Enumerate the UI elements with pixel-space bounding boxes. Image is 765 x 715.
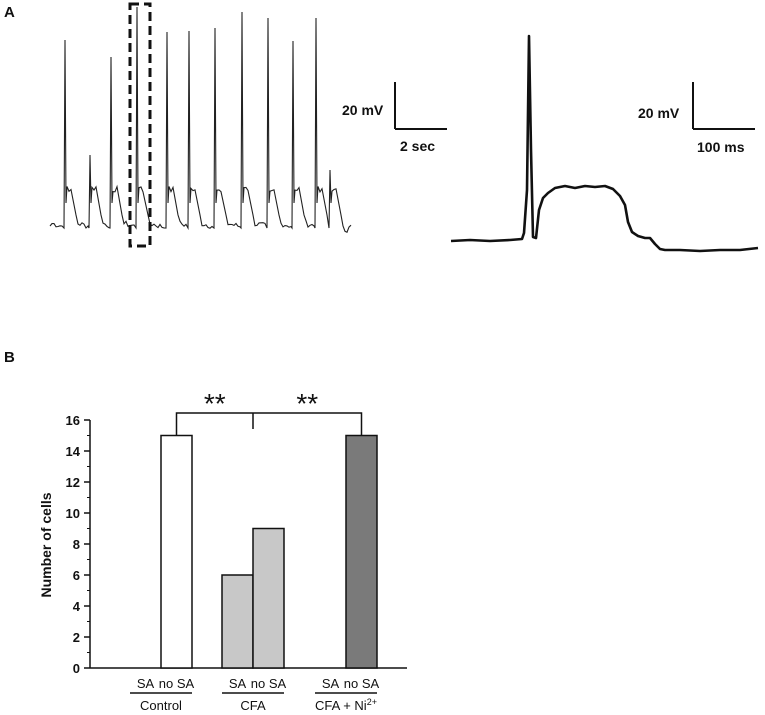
y-tick-label: 2 [73,630,80,645]
spike-train-trace [49,6,352,233]
significance-stars: ** [296,388,318,419]
left-scale-bar: 20 mV 2 sec [342,82,447,154]
group-label: CFA + Ni2+ [315,697,377,713]
group-label: Control [140,698,182,713]
panel-a-letter: A [4,4,15,21]
y-tick-label: 0 [73,661,80,676]
panel-b-letter: B [4,349,15,366]
y-tick-label: 14 [66,444,81,459]
significance-bracket [175,412,363,436]
right-scale-bar: 20 mV 100 ms [638,82,755,155]
group-label: CFA [240,698,266,713]
y-tick-label: 6 [73,568,80,583]
bar-category-label: SA [137,676,155,691]
right-scale-voltage: 20 mV [638,105,680,121]
y-tick-label: 8 [73,537,80,552]
action-potential-trace [450,34,759,253]
y-tick-label: 12 [66,475,80,490]
bar-category-label: SA [229,676,247,691]
y-tick-label: 16 [66,413,80,428]
left-scale-time: 2 sec [400,138,435,154]
y-tick-label: 10 [66,506,80,521]
x-axis-labels: SA no SA Control SA no SA CFA SA no SA CFA + Ni2… [130,676,380,713]
significance-brackets: ** ** [175,388,363,436]
bar [221,574,254,669]
bar-category-label: no SA [344,676,380,691]
group-label-superscript: 2+ [367,697,377,707]
bar [345,434,378,669]
bar-category-label: no SA [251,676,287,691]
right-scale-time: 100 ms [697,139,745,155]
left-scale-voltage: 20 mV [342,102,384,118]
bar-chart: Number of cells 0 2 4 6 8 10 12 14 16 ** ** SA no … [38,388,407,713]
bars [160,434,378,669]
bar [160,434,193,669]
selected-spike-box [128,2,152,248]
significance-stars: ** [204,388,226,419]
bar [252,527,285,669]
y-axis: 0 2 4 6 8 10 12 14 16 [66,413,407,676]
bar-category-label: no SA [159,676,195,691]
y-tick-label: 4 [73,599,81,614]
bar-category-label: SA [322,676,340,691]
y-axis-title: Number of cells [38,492,54,597]
